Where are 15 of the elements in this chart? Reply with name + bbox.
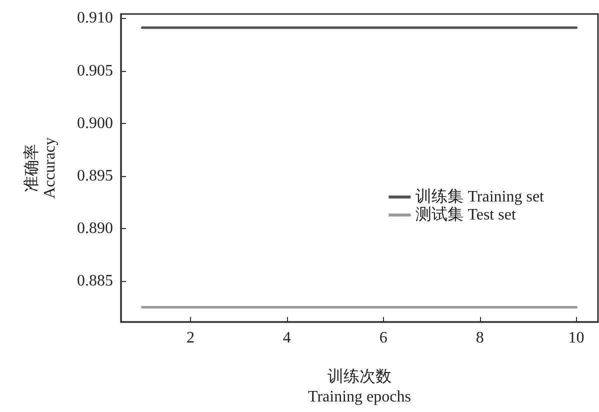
y-tick-label: 0.900 — [77, 114, 113, 132]
y-tick-label: 0.890 — [77, 220, 113, 237]
y-axis-title: 准确率 Accuracy — [22, 137, 58, 199]
legend-label: 训练集 Training set — [416, 188, 545, 206]
legend-label: 测试集 Test set — [416, 206, 516, 224]
y-tick-label: 0.905 — [77, 62, 113, 80]
x-tick-label: 8 — [476, 330, 484, 346]
x-tick-label: 6 — [379, 330, 388, 346]
y-tick-label: 0.895 — [77, 167, 113, 184]
x-tick-label: 4 — [282, 330, 291, 346]
x-axis-title: 训练次数 Training epochs — [308, 368, 411, 406]
x-tick-label: 10 — [568, 330, 584, 346]
y-tick-label: 0.910 — [77, 10, 113, 27]
y-tick-label: 0.885 — [77, 272, 113, 290]
x-tick-label: 2 — [186, 330, 194, 346]
